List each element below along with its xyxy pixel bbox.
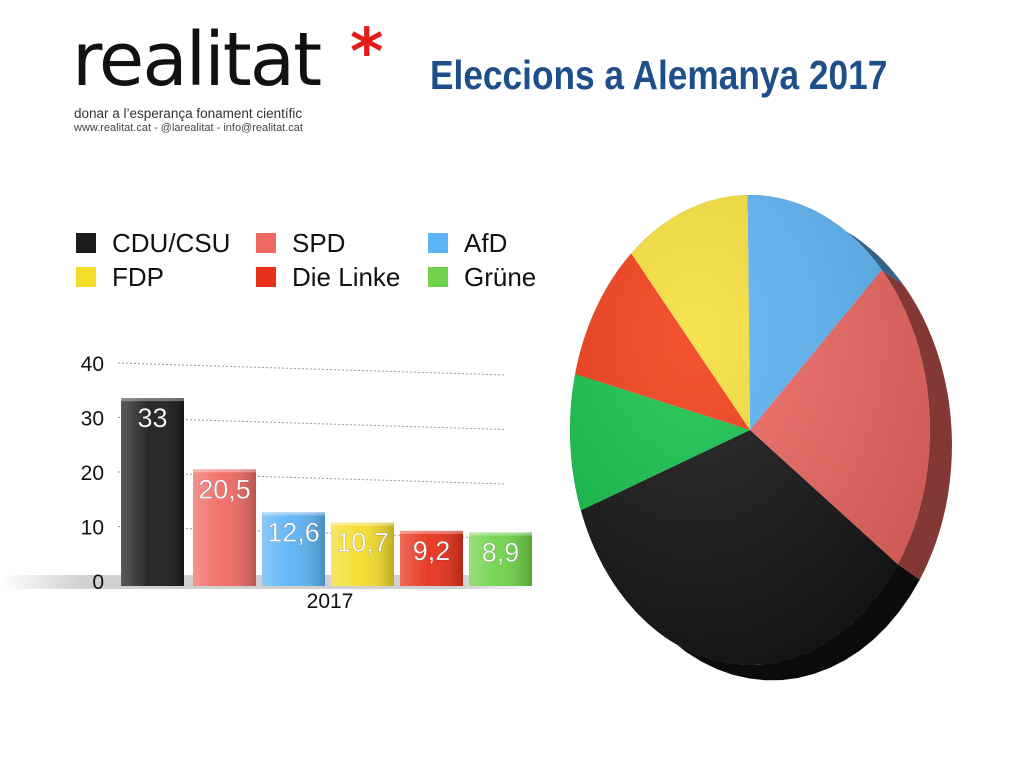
y-tick-label: 40: [81, 353, 104, 376]
pie-shading: [570, 195, 930, 665]
logo-asterisk: *: [350, 16, 384, 90]
legend-item-cdu-csu: CDU/CSU: [76, 228, 230, 258]
logo-contact: www.realitat.cat - @larealitat - info@re…: [74, 122, 303, 134]
legend-item-fdp: FDP: [76, 262, 164, 292]
legend-item-spd: SPD: [256, 228, 345, 258]
y-tick-label: 30: [81, 408, 104, 431]
legend-swatch-grune: [428, 267, 448, 287]
legend-swatch-cdu-csu: [76, 233, 96, 253]
y-tick-label: 10: [81, 517, 104, 540]
legend-label-spd: SPD: [292, 227, 346, 258]
pie-side-cdu-csu: [580, 510, 920, 681]
legend-label-die-linke: Die Linke: [292, 261, 401, 292]
bar-shine-spd: [193, 469, 256, 586]
legend-label-fdp: FDP: [112, 261, 164, 292]
page-title: Eleccions a Alemanya 2017: [430, 52, 888, 98]
bar-top-spd: [193, 469, 256, 473]
logo-tagline: donar a l’esperança fonament científic: [74, 106, 303, 121]
data-label-grune: 8,9: [482, 537, 520, 567]
bar-shine-cdu-csu: [121, 398, 184, 586]
legend-label-afd: AfD: [464, 227, 508, 258]
data-label-spd: 20,5: [198, 474, 251, 504]
bar-top-cdu-csu: [121, 398, 184, 402]
legend-item-afd: AfD: [428, 228, 507, 258]
bar-shine-die-linke: [400, 530, 463, 586]
y-tick-label: 20: [81, 462, 104, 485]
x-tick-label: 2017: [307, 590, 354, 613]
pie-side-spd: [881, 269, 952, 580]
data-label-fdp: 10,7: [336, 528, 389, 558]
data-label-afd: 12,6: [267, 517, 320, 547]
y-tick-label: 0: [92, 571, 104, 594]
legend-item-die-linke: Die Linke: [256, 262, 400, 292]
legend-label-cdu-csu: CDU/CSU: [112, 227, 231, 258]
legend-swatch-die-linke: [256, 267, 276, 287]
bar-top-grune: [469, 532, 532, 536]
pie-chart: [570, 194, 952, 681]
bar-shine-grune: [469, 532, 532, 586]
legend-swatch-fdp: [76, 267, 96, 287]
gridline: [117, 362, 506, 376]
legend-swatch-spd: [256, 233, 276, 253]
data-label-cdu-csu: 33: [137, 403, 167, 433]
bar-top-fdp: [331, 522, 394, 526]
bar-chart: 0 10 20 30 40 33 20,5 12,6 10,7 9,2 8,9 2017: [0, 353, 540, 613]
chart-legend: CDU/CSU SPD AfD FDP Die Linke Grüne: [76, 228, 556, 298]
legend-label-grune: Grüne: [464, 261, 537, 292]
legend-swatch-afd: [428, 233, 448, 253]
data-label-die-linke: 9,2: [413, 536, 451, 566]
bar-shine-fdp: [331, 522, 394, 586]
logo: realitat * donar a l’esperança fonament …: [72, 16, 402, 134]
bar-shine-afd: [262, 512, 325, 586]
legend-item-grune: Grüne: [428, 262, 536, 292]
bar-top-afd: [262, 512, 325, 516]
bar-top-die-linke: [400, 530, 463, 534]
logo-wordmark: realitat: [72, 17, 322, 103]
